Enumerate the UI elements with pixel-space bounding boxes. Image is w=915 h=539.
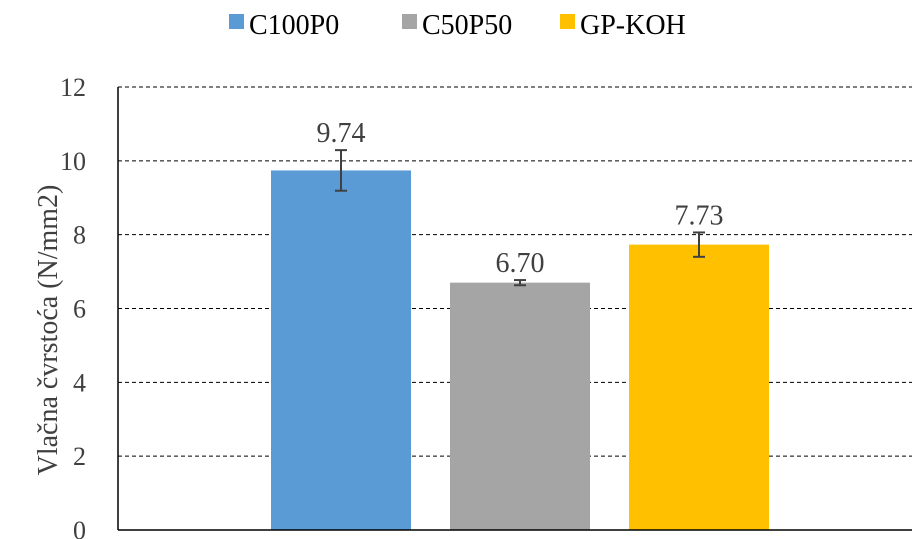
legend-label: C50P50 [422,10,512,41]
legend-swatch [402,14,417,29]
data-label-c100p0: 9.74 [317,118,366,149]
legend-item-c100p0: C100P0 [229,10,339,41]
bar-gp-koh [629,244,769,531]
legend-swatch [560,14,575,29]
y-tick-label: 0 [73,516,86,539]
bars [271,170,769,531]
error-bar-c100p0 [335,149,347,192]
error-bar-c50p50 [514,279,526,287]
y-tick-label: 2 [73,442,86,471]
y-tick-label: 10 [60,147,86,176]
y-tick-labels: 0 2 4 6 8 10 12 [60,73,86,539]
axes [117,87,912,531]
data-labels: 9.74 6.70 7.73 [317,118,724,279]
y-tick-label: 8 [73,221,86,250]
data-label-c50p50: 6.70 [496,248,545,279]
legend-label: C100P0 [249,10,339,41]
legend-item-gp-koh: GP-KOH [560,10,686,41]
y-tick-label: 12 [60,73,86,102]
bar-c100p0 [271,170,411,530]
bar-c50p50 [450,282,590,530]
legend-label: GP-KOH [580,10,686,41]
error-bar-gp-koh [693,231,705,258]
legend-item-c50p50: C50P50 [402,10,512,41]
y-tick-label: 6 [73,295,86,324]
y-tick-label: 4 [73,368,86,397]
legend-swatch [229,14,244,29]
gridlines [118,86,912,457]
data-label-gp-koh: 7.73 [675,200,724,231]
error-bars [335,149,705,287]
y-axis-label: Vlačna čvrstoća (N/mm2) [33,185,64,476]
legend: C100P0 C50P50 GP-KOH [229,10,686,41]
